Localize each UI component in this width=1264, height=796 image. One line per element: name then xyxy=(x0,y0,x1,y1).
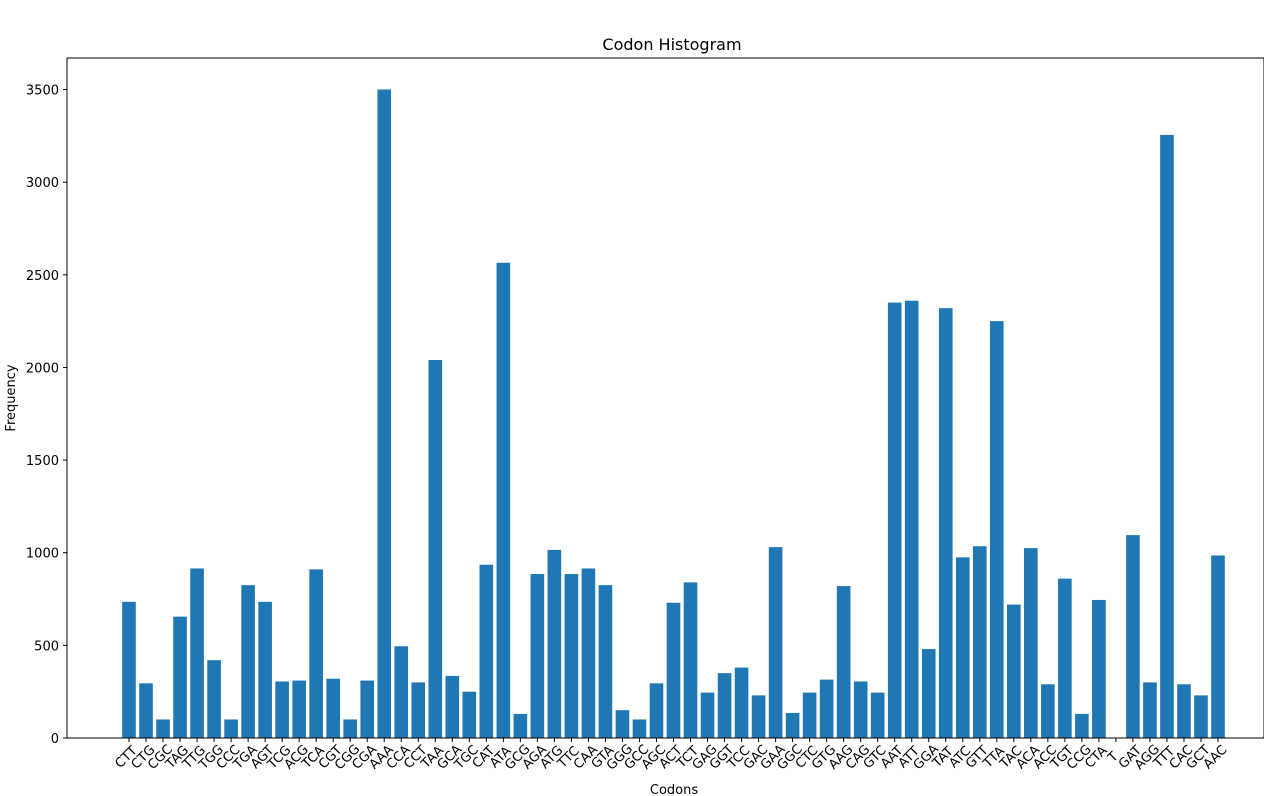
bar-caa xyxy=(581,568,596,738)
y-tick-label: 3500 xyxy=(26,83,59,98)
bar-cgt xyxy=(326,678,340,738)
bar-tct xyxy=(683,582,698,738)
bar-atg xyxy=(547,549,562,738)
bar-gta xyxy=(598,585,613,738)
bar-gat xyxy=(1126,535,1140,738)
bar-tgt xyxy=(1058,578,1072,738)
bar-taa xyxy=(428,360,443,738)
bar-tac xyxy=(1007,604,1021,738)
bar-gag xyxy=(700,692,715,738)
bar-aca xyxy=(1024,548,1038,738)
bar-cac xyxy=(1177,684,1191,738)
bar-gcc xyxy=(632,719,647,738)
bar-tcc xyxy=(734,667,749,738)
bar-tag xyxy=(173,616,187,738)
bar-cat xyxy=(479,564,494,738)
bar-cct xyxy=(411,682,426,738)
bar-aac xyxy=(1211,555,1225,738)
bar-gtt xyxy=(972,546,987,738)
bar-tgc xyxy=(462,691,477,738)
bar-ccg xyxy=(1075,713,1089,738)
bar-tta xyxy=(989,321,1004,738)
bar-ccc xyxy=(224,719,238,738)
bar-aag xyxy=(836,586,851,738)
bar-gac xyxy=(751,695,766,738)
bar-gtc xyxy=(870,692,885,738)
y-tick-label: 3000 xyxy=(26,176,59,191)
y-tick-label: 1500 xyxy=(26,454,59,469)
bar-cta xyxy=(1092,599,1106,738)
bar-tga xyxy=(241,585,255,738)
bar-cgg xyxy=(343,719,358,738)
bar-gga xyxy=(921,649,936,738)
bar-ata xyxy=(496,262,511,738)
bar-ctt xyxy=(122,601,136,738)
bar-ctg xyxy=(139,683,153,738)
bar-aat xyxy=(887,302,902,738)
bar-gaa xyxy=(768,547,783,738)
bar-act xyxy=(666,602,681,738)
bar-acg xyxy=(292,680,306,738)
bar-atc xyxy=(955,557,970,738)
y-tick-label: 500 xyxy=(34,639,59,654)
bar-cca xyxy=(394,646,409,738)
bar-gtg xyxy=(819,679,834,738)
bar-cag xyxy=(853,681,868,738)
bar-tcg xyxy=(275,681,289,738)
plot-frame xyxy=(66,57,1264,739)
bars-group xyxy=(122,89,1225,738)
y-tick-label: 0 xyxy=(51,732,59,747)
bar-tgg xyxy=(207,660,221,738)
bar-gct xyxy=(1194,695,1208,738)
bar-agg xyxy=(1143,682,1157,738)
bar-ttt xyxy=(1160,134,1174,738)
chart-title: Codon Histogram xyxy=(602,35,741,54)
bar-cgc xyxy=(156,719,170,738)
bar-cga xyxy=(360,680,375,738)
y-tick-label: 1000 xyxy=(26,547,59,562)
bar-agt xyxy=(258,601,272,738)
bar-tat xyxy=(938,308,953,738)
y-axis-ticks: 0 500 1000 1500 2000 2500 3000 3500 xyxy=(26,83,67,747)
bar-gcg xyxy=(513,713,528,738)
y-tick-label: 2000 xyxy=(26,361,59,376)
bar-ggc xyxy=(785,712,800,738)
bar-gca xyxy=(445,675,460,738)
bar-agc xyxy=(649,683,664,738)
bar-ctc xyxy=(802,692,817,738)
bar-ggg xyxy=(615,710,630,738)
x-axis-ticks: CTTCTGCGCTAGTTGTGGCCCTGAAGTTCGACGTCACGTC… xyxy=(112,738,1230,774)
bar-ttc xyxy=(564,574,579,738)
bar-ttg xyxy=(190,568,204,738)
y-tick-label: 2500 xyxy=(26,269,59,284)
y-axis-label: Frequency xyxy=(4,364,19,431)
bar-aaa xyxy=(377,89,392,738)
bar-ggt xyxy=(717,673,732,738)
bar-att xyxy=(904,300,919,738)
bar-tca xyxy=(309,569,323,738)
x-axis-label: Codons xyxy=(650,783,698,796)
bar-aga xyxy=(530,574,545,738)
bar-acc xyxy=(1041,684,1055,738)
